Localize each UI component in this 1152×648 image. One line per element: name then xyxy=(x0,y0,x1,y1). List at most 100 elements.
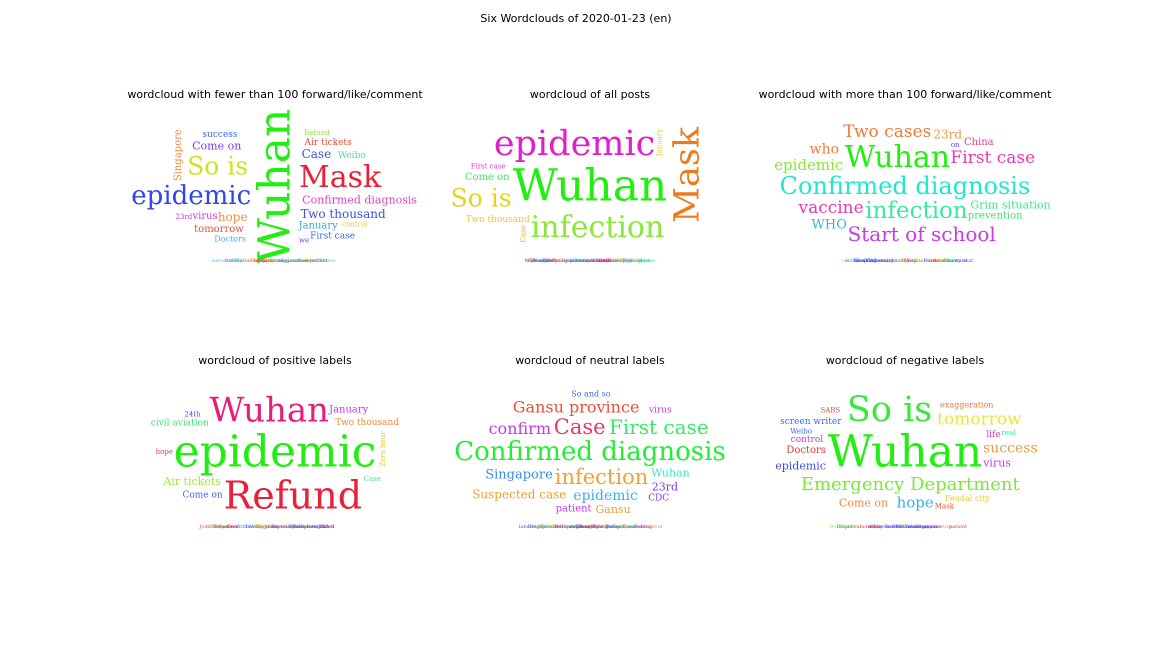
wordcloud-word: video xyxy=(228,258,243,264)
wordcloud-word: Prevention and control xyxy=(225,258,284,264)
wordcloud-word: Civil Aviation Administration xyxy=(253,524,327,530)
wordcloud-word: forward xyxy=(947,258,968,264)
wordcloud-word: County seat xyxy=(943,258,973,264)
wordcloud-word: Grim situation xyxy=(970,198,1050,211)
wordcloud-word: Refund xyxy=(624,258,643,264)
wordcloud-word: Mask xyxy=(904,258,919,264)
wordcloud-word: cause xyxy=(868,524,883,530)
wordcloud-word: infection xyxy=(307,524,330,530)
wordcloud: Wuhan epidemic Mask infection So is Confirmed… xyxy=(440,106,740,266)
wordcloud-word: Emergency Department xyxy=(529,258,590,264)
wordcloud-word: Third edition xyxy=(552,524,586,530)
wordcloud-word: Fight xyxy=(590,524,604,530)
wordcloud-word: Forward xyxy=(540,524,562,530)
wordcloud-word: 23rd xyxy=(322,524,335,530)
wordcloud-word: Emergency Department xyxy=(801,474,1021,495)
wordcloud-word: cold xyxy=(842,258,853,264)
wordcloud-word: tomorrow xyxy=(528,258,554,264)
wordcloud-word: video xyxy=(264,524,279,530)
wordcloud-word: Wuhan xyxy=(845,140,950,175)
wordcloud-word: Case xyxy=(364,475,381,483)
wordcloud-word: Wuhan xyxy=(513,161,668,212)
wordcloud-word: review xyxy=(578,524,596,530)
wordcloud-word: So is xyxy=(451,183,512,212)
wordcloud-word: exaggeration xyxy=(617,258,651,264)
wordcloud-word: patient xyxy=(570,258,588,264)
wordcloud: Confirmed diagnosis Case infection First ca… xyxy=(440,372,740,532)
wordcloud-word: Case xyxy=(554,415,606,439)
wordcloud-word: Two thousand xyxy=(884,524,920,530)
wordcloud-word: Suspected case xyxy=(472,487,566,501)
wordcloud-word: Derived from xyxy=(829,524,863,530)
wordcloud-word: Thailand xyxy=(891,258,914,264)
wordcloud-word: Doctor xyxy=(532,258,550,264)
wordcloud-word: hope xyxy=(897,494,934,512)
wordcloud-word: infection xyxy=(865,198,968,224)
wordcloud-word: virus xyxy=(648,405,672,415)
wordcloud-word: civil aviation xyxy=(151,419,209,429)
wordcloud-word: epidemic xyxy=(494,124,655,164)
wordcloud-word: screen writer xyxy=(780,417,842,427)
figure-title: Six Wordclouds of 2020-01-23 (en) xyxy=(480,12,672,25)
wordcloud-word: correct xyxy=(291,524,309,530)
wordcloud-word: Gansu xyxy=(596,503,631,516)
wordcloud-word: everyone xyxy=(575,258,598,264)
wordcloud-word: screenwriter xyxy=(598,258,631,264)
wordcloud-word: prevention xyxy=(286,258,314,264)
wordcloud-word: everyone xyxy=(918,524,941,530)
wordcloud-word: Come on xyxy=(182,490,222,500)
wordcloud-word: First case xyxy=(310,232,355,242)
wordcloud-word: Two thousand xyxy=(335,418,399,428)
wordcloud-word: China xyxy=(964,137,994,148)
wordcloud-word: Feudal city xyxy=(945,494,990,503)
wordcloud-word: heat xyxy=(934,258,945,264)
wordcloud-word: Prevention and control xyxy=(604,524,663,530)
wordcloud-word: Come on xyxy=(192,140,241,153)
wordcloud-word: success xyxy=(202,130,237,140)
wordcloud-word: Confirmed diagnosis xyxy=(569,258,622,264)
wordcloud-word: A case xyxy=(579,524,597,530)
wordcloud-word: exaggeration xyxy=(274,258,308,264)
wordcloud-word: success xyxy=(587,258,607,264)
wordcloud-word: Come on xyxy=(623,524,646,530)
wordcloud-word: 23rd xyxy=(652,481,678,494)
wordcloud-word: program xyxy=(567,524,589,530)
wordcloud-word: Weibo xyxy=(524,258,540,264)
wordcloud-word: confirm xyxy=(586,258,606,264)
wordcloud-word: tomorrow xyxy=(194,224,244,235)
wordcloud: Wuhan So is Emergency Department tomorrow ho… xyxy=(755,372,1055,532)
wordcloud-word: real xyxy=(268,258,278,264)
wordcloud-word: epidemic xyxy=(573,488,638,504)
wordcloud-word: Weibo xyxy=(790,427,812,435)
wordcloud-word: Come on xyxy=(839,496,888,509)
wordcloud-word: China xyxy=(553,524,568,530)
wordcloud-word: Mask xyxy=(299,160,382,195)
wordcloud-word: Weibo xyxy=(338,151,366,161)
wordcloud-word: January xyxy=(298,221,339,232)
wordcloud-word: Wuhan xyxy=(210,391,330,431)
wordcloud-word: confirm xyxy=(253,258,273,264)
wordcloud-word: Deaths xyxy=(542,258,560,264)
wordcloud-word: Chinese New Year xyxy=(870,524,917,530)
wordcloud-word: Game xyxy=(321,258,336,264)
wordcloud-word: prevention xyxy=(277,524,305,530)
wordcloud-word: Go home xyxy=(901,258,924,264)
wordcloud-word: No xyxy=(853,258,860,264)
wordcloud-word: Change xyxy=(207,524,226,530)
wordcloud-word: Confirmed diagnosis xyxy=(302,194,417,207)
wordcloud-word: Air tickets xyxy=(591,258,619,264)
wordcloud-word: Two thousand xyxy=(301,207,386,221)
wordcloud-word: exaggeration xyxy=(940,401,993,410)
wordcloud-word: Mask xyxy=(935,503,955,511)
wordcloud-word: So is xyxy=(847,390,932,430)
wordcloud-word: Joint defense xyxy=(198,524,232,530)
wordcloud-word: Testing xyxy=(874,258,893,264)
wordcloud-word: Confirmed diagnosis xyxy=(780,172,1031,200)
wordcloud-word: epidemic xyxy=(131,181,251,211)
wordcloud-word: Refund xyxy=(606,524,625,530)
wordcloud-word: virus xyxy=(191,211,217,222)
wordcloud-word: 24th xyxy=(184,411,201,419)
wordcloud-word: Doctors xyxy=(786,445,826,456)
